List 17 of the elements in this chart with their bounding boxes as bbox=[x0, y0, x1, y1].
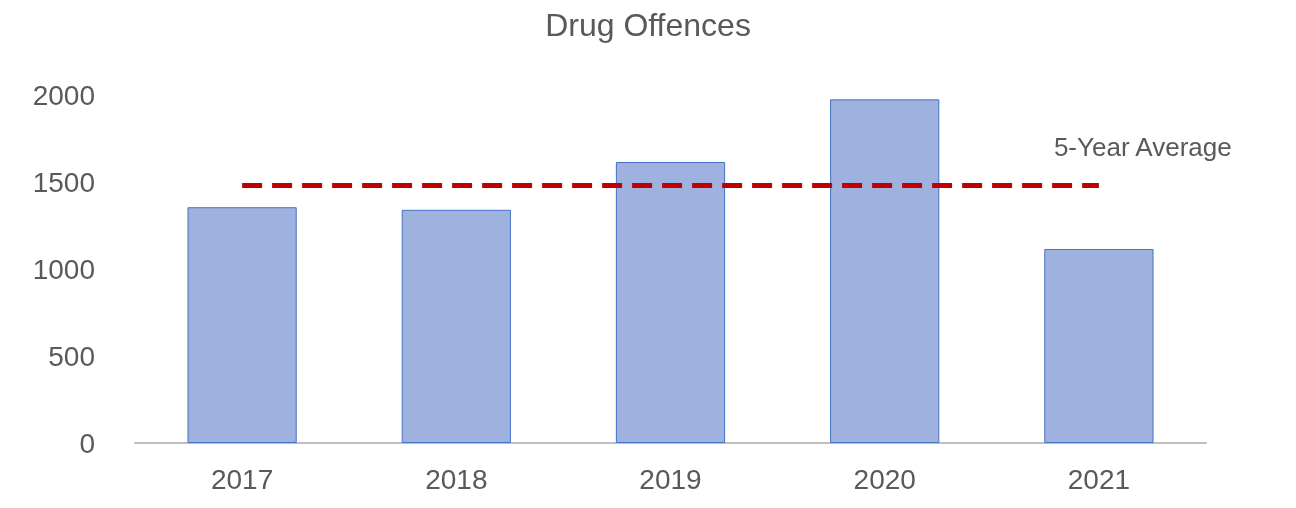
bar bbox=[615, 161, 726, 443]
chart-title: Drug Offences bbox=[545, 7, 751, 43]
x-tick-label: 2019 bbox=[639, 463, 702, 495]
y-tick-label: 0 bbox=[79, 427, 95, 459]
x-tick-label: 2021 bbox=[1067, 463, 1131, 495]
x-tick-label: 2020 bbox=[853, 463, 916, 495]
ref-line-label: 5-Year Average bbox=[1053, 132, 1232, 163]
x-tick-label: 2018 bbox=[425, 463, 488, 495]
bar bbox=[830, 99, 940, 443]
y-tick-label: 2000 bbox=[32, 79, 95, 111]
y-tick-label: 1500 bbox=[32, 166, 95, 198]
bar bbox=[1044, 248, 1154, 443]
y-tick-label: 1000 bbox=[32, 253, 95, 285]
bar bbox=[401, 209, 511, 443]
bar bbox=[187, 207, 297, 443]
y-tick-label: 500 bbox=[48, 340, 95, 372]
x-tick-label: 2017 bbox=[210, 463, 274, 495]
